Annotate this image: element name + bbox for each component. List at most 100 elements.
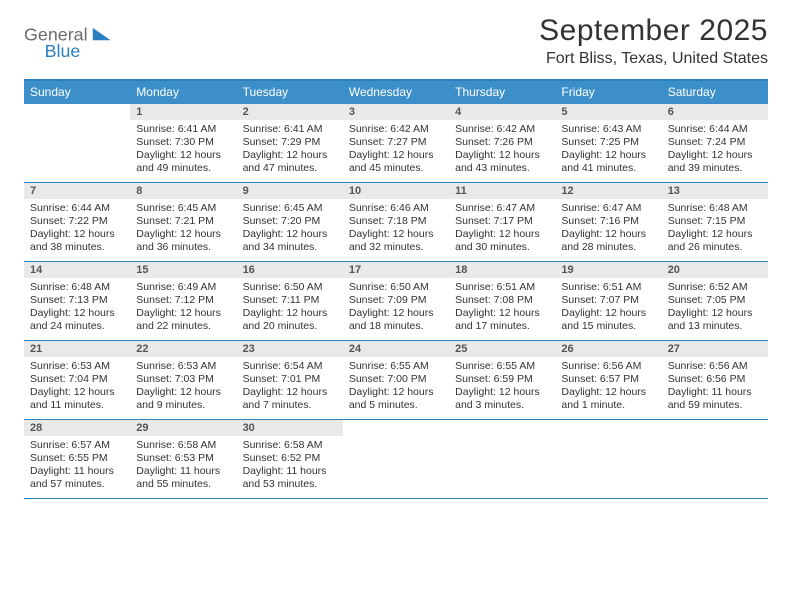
day-cell: 12Sunrise: 6:47 AMSunset: 7:16 PMDayligh… <box>555 183 661 261</box>
day-cell: 20 Sunrise: 6:52 AMSunset: 7:05 PMDayligh… <box>662 262 768 340</box>
day-number: 9 <box>237 183 343 199</box>
day-cell: 5Sunrise: 6:43 AMSunset: 7:25 PMDaylight… <box>555 104 661 182</box>
day-cell: 9Sunrise: 6:45 AMSunset: 7:20 PMDaylight… <box>237 183 343 261</box>
day-cell: 6Sunrise: 6:44 AMSunset: 7:24 PMDaylight… <box>662 104 768 182</box>
day-line: Daylight: 12 hours and 7 minutes. <box>243 386 337 412</box>
day-line: Daylight: 12 hours and 39 minutes. <box>668 149 762 175</box>
day-cell: 22Sunrise: 6:53 AMSunset: 7:03 PMDayligh… <box>130 341 236 419</box>
week-row: 14Sunrise: 6:48 AMSunset: 7:13 PMDayligh… <box>24 262 768 341</box>
day-number: 14 <box>24 262 130 278</box>
day-line: Daylight: 12 hours and 45 minutes. <box>349 149 443 175</box>
day-cell: 29Sunrise: 6:58 AMSunset: 6:53 PMDayligh… <box>130 420 236 498</box>
day-line: Daylight: 12 hours and 41 minutes. <box>561 149 655 175</box>
day-line: Daylight: 12 hours and 47 minutes. <box>243 149 337 175</box>
day-number: 17 <box>343 262 449 278</box>
day-number: 26 <box>555 341 661 357</box>
day-number: 2 <box>237 104 343 120</box>
day-line: Sunset: 6:55 PM <box>30 452 124 465</box>
location: Fort Bliss, Texas, United States <box>539 50 768 68</box>
day-line: Sunset: 7:03 PM <box>136 373 230 386</box>
day-cell: 28Sunrise: 6:57 AMSunset: 6:55 PMDayligh… <box>24 420 130 498</box>
day-cell: 11Sunrise: 6:47 AMSunset: 7:17 PMDayligh… <box>449 183 555 261</box>
day-line: Daylight: 12 hours and 1 minute. <box>561 386 655 412</box>
day-line: Daylight: 12 hours and 26 minutes. <box>668 228 762 254</box>
day-cell: 16Sunrise: 6:50 AMSunset: 7:11 PMDayligh… <box>237 262 343 340</box>
day-line: Sunrise: 6:50 AM <box>243 281 337 294</box>
day-cell: 10Sunrise: 6:46 AMSunset: 7:18 PMDayligh… <box>343 183 449 261</box>
day-line: Sunrise: 6:44 AM <box>30 202 124 215</box>
day-line: Sunset: 7:05 PM <box>668 294 762 307</box>
day-number: 20 <box>662 262 768 278</box>
day-line: Sunrise: 6:44 AM <box>668 123 762 136</box>
day-cell: 8Sunrise: 6:45 AMSunset: 7:21 PMDaylight… <box>130 183 236 261</box>
day-cell: . <box>555 420 661 498</box>
day-cell: . <box>662 420 768 498</box>
day-cell: 18Sunrise: 6:51 AMSunset: 7:08 PMDayligh… <box>449 262 555 340</box>
day-line: Sunrise: 6:51 AM <box>561 281 655 294</box>
day-line: Sunrise: 6:41 AM <box>243 123 337 136</box>
day-line: Sunrise: 6:48 AM <box>668 202 762 215</box>
header: General Blue September 2025 Fort Bliss, … <box>24 14 768 71</box>
day-cell: 1Sunrise: 6:41 AMSunset: 7:30 PMDaylight… <box>130 104 236 182</box>
day-line: Daylight: 12 hours and 22 minutes. <box>136 307 230 333</box>
day-cell: 13Sunrise: 6:48 AMSunset: 7:15 PMDayligh… <box>662 183 768 261</box>
day-line: Daylight: 12 hours and 15 minutes. <box>561 307 655 333</box>
day-cell: . <box>449 420 555 498</box>
day-number: 4 <box>449 104 555 120</box>
day-line: Sunset: 6:56 PM <box>668 373 762 386</box>
day-line: Sunset: 7:08 PM <box>455 294 549 307</box>
day-cell: 25Sunrise: 6:55 AMSunset: 6:59 PMDayligh… <box>449 341 555 419</box>
day-line: Daylight: 12 hours and 38 minutes. <box>30 228 124 254</box>
day-line: Sunset: 7:00 PM <box>349 373 443 386</box>
day-line: Sunrise: 6:55 AM <box>349 360 443 373</box>
week-row: .1Sunrise: 6:41 AMSunset: 7:30 PMDayligh… <box>24 104 768 183</box>
day-line: Daylight: 12 hours and 11 minutes. <box>30 386 124 412</box>
day-number: 22 <box>130 341 236 357</box>
day-line: Sunrise: 6:52 AM <box>668 281 762 294</box>
day-line: Sunrise: 6:53 AM <box>30 360 124 373</box>
week-row: 28Sunrise: 6:57 AMSunset: 6:55 PMDayligh… <box>24 420 768 499</box>
day-cell: 2Sunrise: 6:41 AMSunset: 7:29 PMDaylight… <box>237 104 343 182</box>
day-line: Sunset: 7:09 PM <box>349 294 443 307</box>
calendar: SundayMondayTuesdayWednesdayThursdayFrid… <box>24 79 768 499</box>
week-row: 21Sunrise: 6:53 AMSunset: 7:04 PMDayligh… <box>24 341 768 420</box>
day-number: 29 <box>130 420 236 436</box>
day-line: Sunrise: 6:46 AM <box>349 202 443 215</box>
day-number: 1 <box>130 104 236 120</box>
day-line: Sunrise: 6:57 AM <box>30 439 124 452</box>
day-number: 19 <box>555 262 661 278</box>
day-line: Sunrise: 6:49 AM <box>136 281 230 294</box>
day-line: Daylight: 12 hours and 30 minutes. <box>455 228 549 254</box>
day-cell: 27Sunrise: 6:56 AMSunset: 6:56 PMDayligh… <box>662 341 768 419</box>
logo-triangle-icon <box>93 28 111 40</box>
day-line: Daylight: 12 hours and 20 minutes. <box>243 307 337 333</box>
day-cell: 24 Sunrise: 6:55 AMSunset: 7:00 PMDayligh… <box>343 341 449 419</box>
day-number: 21 <box>24 341 130 357</box>
day-cell: 19Sunrise: 6:51 AMSunset: 7:07 PMDayligh… <box>555 262 661 340</box>
day-line: Daylight: 12 hours and 3 minutes. <box>455 386 549 412</box>
day-number: 15 <box>130 262 236 278</box>
day-line: Daylight: 12 hours and 5 minutes. <box>349 386 443 412</box>
day-line: Sunrise: 6:54 AM <box>243 360 337 373</box>
dow-cell: Sunday <box>24 81 130 104</box>
day-number: 25 <box>449 341 555 357</box>
title-block: September 2025 Fort Bliss, Texas, United… <box>539 14 768 68</box>
day-line: Daylight: 12 hours and 28 minutes. <box>561 228 655 254</box>
day-number: 18 <box>449 262 555 278</box>
day-number: 16 <box>237 262 343 278</box>
day-line: Sunset: 7:27 PM <box>349 136 443 149</box>
day-cell: 4Sunrise: 6:42 AMSunset: 7:26 PMDaylight… <box>449 104 555 182</box>
day-number: 23 <box>237 341 343 357</box>
day-number: 24 <box>343 341 449 357</box>
day-line: Sunrise: 6:58 AM <box>243 439 337 452</box>
day-line: Sunrise: 6:47 AM <box>561 202 655 215</box>
day-number: 7 <box>24 183 130 199</box>
day-cell: 26Sunrise: 6:56 AMSunset: 6:57 PMDayligh… <box>555 341 661 419</box>
day-line: Sunrise: 6:45 AM <box>243 202 337 215</box>
day-line: Daylight: 12 hours and 49 minutes. <box>136 149 230 175</box>
day-line: Daylight: 11 hours and 57 minutes. <box>30 465 124 491</box>
day-number: 27 <box>662 341 768 357</box>
day-line: Daylight: 12 hours and 13 minutes. <box>668 307 762 333</box>
day-cell: 21Sunrise: 6:53 AMSunset: 7:04 PMDayligh… <box>24 341 130 419</box>
day-line: Sunset: 7:26 PM <box>455 136 549 149</box>
